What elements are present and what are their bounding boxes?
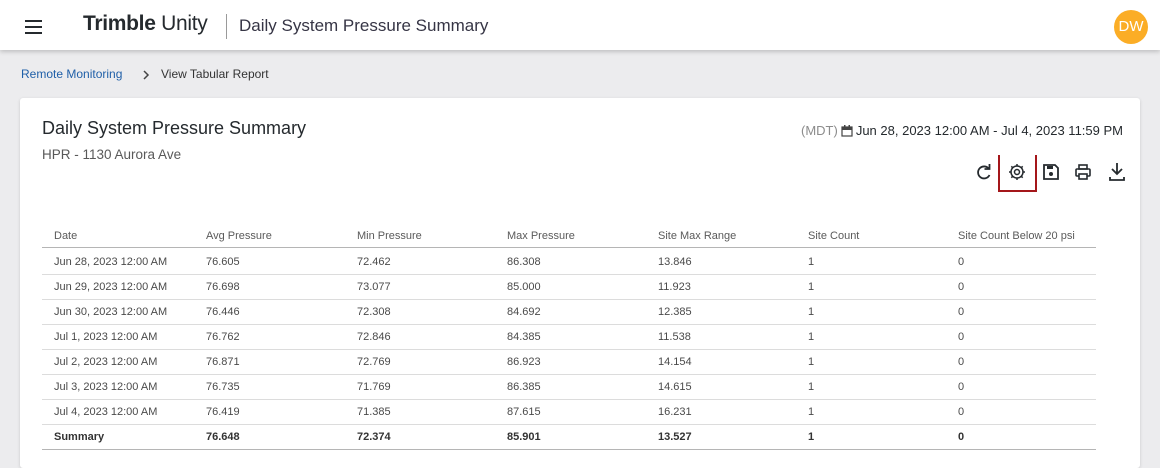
row-rule (42, 399, 1096, 400)
table-cell: 72.846 (357, 331, 391, 343)
top-bar (0, 0, 1160, 50)
table-cell: 86.923 (507, 356, 541, 368)
save-button[interactable] (1043, 164, 1059, 180)
table-cell: 0 (958, 256, 965, 268)
date-range-text: Jun 28, 2023 12:00 AM - Jul 4, 2023 11:5… (855, 123, 1123, 138)
table-cell: Jul 1, 2023 12:00 AM (54, 331, 158, 343)
table-cell: Jun 29, 2023 12:00 AM (54, 281, 168, 293)
table-cell: 1 (808, 381, 815, 393)
table-cell: 12.385 (658, 306, 692, 318)
breadcrumb-link[interactable]: Remote Monitoring (21, 67, 123, 81)
table-cell: 1 (808, 406, 815, 418)
column-header: Site Max Range (658, 230, 737, 242)
table-cell: 1 (808, 256, 815, 268)
header-rule (42, 247, 1096, 248)
table-cell: 84.385 (507, 331, 541, 343)
product-name: Unity (161, 12, 208, 35)
column-header: Site Count (808, 230, 860, 242)
column-header: Date (54, 230, 78, 242)
table-cell: 11.923 (658, 281, 691, 293)
brand-name: Trimble (83, 12, 156, 35)
column-header: Max Pressure (507, 230, 575, 242)
table-cell: 0 (958, 331, 965, 343)
table-cell: 0 (958, 356, 965, 368)
table-cell: Jul 4, 2023 12:00 AM (54, 406, 158, 418)
timezone: (MDT) (801, 123, 838, 138)
date-range: (MDT) Jun 28, 2023 12:00 AM - Jul 4, 202… (801, 123, 1123, 138)
table-cell: 76.762 (206, 331, 240, 343)
row-rule (42, 274, 1096, 275)
table-cell: 86.385 (507, 381, 541, 393)
summary-cell: 76.648 (206, 431, 240, 443)
report-subtitle: HPR - 1130 Aurora Ave (42, 147, 182, 162)
calendar-icon (841, 124, 853, 137)
table-cell: 1 (808, 356, 815, 368)
table-cell: 1 (808, 281, 815, 293)
table-cell: 1 (808, 306, 815, 318)
table-cell: Jul 2, 2023 12:00 AM (54, 356, 158, 368)
app-title: Daily System Pressure Summary (239, 16, 489, 35)
row-rule (42, 424, 1096, 425)
table-cell: 13.846 (658, 256, 692, 268)
table-cell: 76.605 (206, 256, 240, 268)
row-rule (42, 349, 1096, 350)
column-header: Avg Pressure (206, 230, 272, 242)
table-cell: 71.769 (357, 381, 391, 393)
table-cell: 76.735 (206, 381, 240, 393)
table-cell: 14.154 (658, 356, 692, 368)
toolbar (977, 155, 1125, 192)
divider (226, 14, 227, 39)
table-cell: 85.000 (507, 281, 541, 293)
table-cell: 87.615 (507, 406, 541, 418)
row-rule (42, 324, 1096, 325)
table-cell: 71.385 (357, 406, 391, 418)
summary-cell: 72.374 (357, 431, 391, 443)
table-cell: Jun 30, 2023 12:00 AM (54, 306, 168, 318)
selected-highlight (998, 155, 1037, 192)
table-cell: 76.446 (206, 306, 240, 318)
table-cell: 14.615 (658, 381, 692, 393)
table-cell: 84.692 (507, 306, 541, 318)
breadcrumb-separator (143, 70, 150, 80)
report-title: Daily System Pressure Summary (42, 118, 307, 138)
print-button[interactable] (1075, 164, 1091, 180)
column-header: Site Count Below 20 psi (958, 230, 1075, 242)
table-cell: Jul 3, 2023 12:00 AM (54, 381, 158, 393)
summary-cell: 0 (958, 431, 965, 443)
table-cell: 0 (958, 381, 965, 393)
table-cell: 72.462 (357, 256, 391, 268)
summary-cell: 13.527 (658, 431, 692, 443)
table-cell: 0 (958, 281, 965, 293)
settings-button[interactable] (1009, 164, 1025, 180)
brand-logo[interactable]: Trimble Unity (83, 12, 208, 36)
breadcrumb-current: View Tabular Report (161, 67, 269, 81)
user-avatar[interactable]: DW (1114, 10, 1148, 44)
column-header: Min Pressure (357, 230, 422, 242)
table-cell: 86.308 (507, 256, 541, 268)
table-cell: 73.077 (357, 281, 391, 293)
table-cell: 72.308 (357, 306, 391, 318)
table-cell: 72.769 (357, 356, 391, 368)
table-cell: 0 (958, 306, 965, 318)
table-cell: 76.698 (206, 281, 240, 293)
report-card (20, 98, 1140, 468)
summary-cell: Summary (54, 431, 105, 443)
download-button[interactable] (1109, 163, 1125, 181)
summary-rule (42, 449, 1096, 450)
table-cell: 76.419 (206, 406, 240, 418)
refresh-button[interactable] (977, 164, 991, 180)
table-cell: Jun 28, 2023 12:00 AM (54, 256, 168, 268)
summary-cell: 1 (808, 431, 815, 443)
row-rule (42, 374, 1096, 375)
table-cell: 1 (808, 331, 815, 343)
table-cell: 76.871 (206, 356, 240, 368)
table-cell: 11.538 (658, 331, 691, 343)
table-cell: 16.231 (658, 406, 692, 418)
table-cell: 0 (958, 406, 965, 418)
summary-cell: 85.901 (507, 431, 541, 443)
menu-button[interactable] (25, 20, 42, 34)
row-rule (42, 299, 1096, 300)
